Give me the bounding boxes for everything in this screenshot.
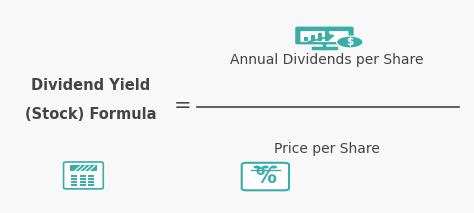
Text: =: = xyxy=(174,96,191,117)
FancyBboxPatch shape xyxy=(295,27,354,44)
Bar xyxy=(88,181,94,183)
Circle shape xyxy=(271,166,277,168)
Bar xyxy=(80,184,86,186)
Bar xyxy=(304,37,308,41)
Bar xyxy=(325,30,329,41)
Bar xyxy=(71,184,77,186)
Text: Price per Share: Price per Share xyxy=(274,142,380,156)
Bar xyxy=(80,175,86,177)
FancyBboxPatch shape xyxy=(242,163,289,190)
Bar xyxy=(311,35,315,41)
Bar xyxy=(71,175,77,177)
Text: $: $ xyxy=(346,37,354,47)
Circle shape xyxy=(254,166,260,168)
Bar xyxy=(80,178,86,180)
Bar xyxy=(70,165,97,171)
Bar xyxy=(71,178,77,180)
Bar xyxy=(88,184,94,186)
Text: %: % xyxy=(255,167,276,187)
Circle shape xyxy=(337,36,363,48)
Bar xyxy=(71,181,77,183)
Text: Annual Dividends per Share: Annual Dividends per Share xyxy=(230,53,424,67)
Bar xyxy=(318,33,322,41)
FancyBboxPatch shape xyxy=(301,31,348,42)
Bar xyxy=(80,181,86,183)
Text: Dividend Yield: Dividend Yield xyxy=(31,78,150,93)
Circle shape xyxy=(262,166,269,168)
Text: (Stock) Formula: (Stock) Formula xyxy=(25,108,156,122)
Bar xyxy=(88,175,94,177)
Bar xyxy=(88,178,94,180)
FancyBboxPatch shape xyxy=(64,162,103,189)
